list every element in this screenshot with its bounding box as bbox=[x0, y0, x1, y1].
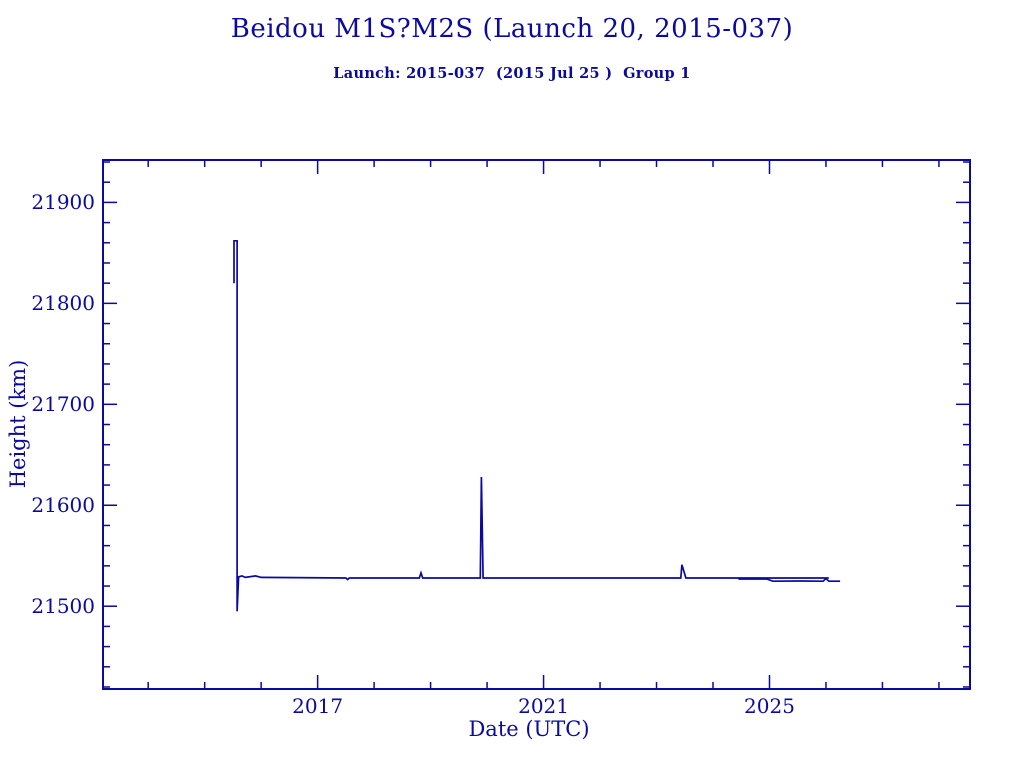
y-tick-label: 21900 bbox=[31, 190, 95, 215]
x-tick-label: 2017 bbox=[292, 694, 344, 718]
y-tick-label: 21800 bbox=[31, 291, 95, 316]
chart-title: Beidou M1S?M2S (Launch 20, 2015-037) bbox=[230, 14, 794, 44]
x-tick-label: 2025 bbox=[744, 694, 795, 718]
chart-subtitle: Launch: 2015-037 (2015 Jul 25 ) Group 1 bbox=[333, 65, 691, 82]
plot-box bbox=[102, 159, 971, 690]
satellite-track-second bbox=[738, 577, 841, 583]
y-tick-label: 21600 bbox=[31, 493, 95, 518]
x-axis-label: Date (UTC) bbox=[468, 717, 590, 741]
satellite-track-main bbox=[233, 239, 829, 612]
y-tick-label: 21500 bbox=[31, 594, 95, 619]
y-tick-label: 21700 bbox=[31, 392, 95, 417]
y-axis-label: Height (km) bbox=[6, 359, 30, 489]
x-tick-label: 2021 bbox=[518, 694, 569, 718]
